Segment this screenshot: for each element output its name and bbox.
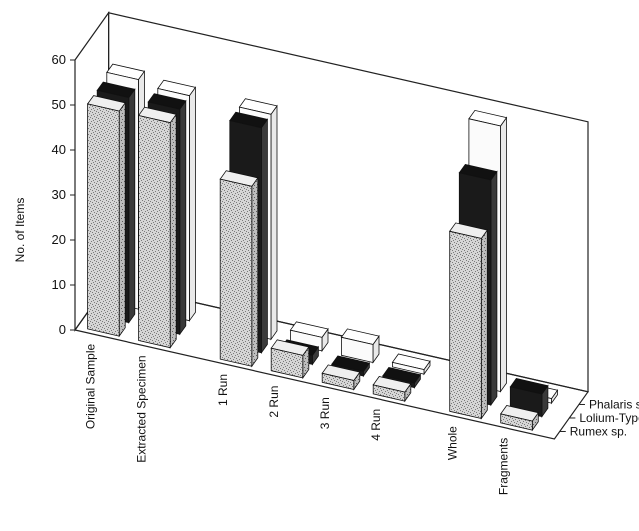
category-label: 4 Run: [369, 409, 383, 441]
bar-rumexsp-5: [372, 376, 412, 403]
bar-front: [138, 114, 171, 349]
bar-front: [340, 336, 374, 364]
bar-front: [500, 413, 533, 431]
bar-phalarissp-4: [340, 328, 380, 364]
bar-side: [480, 228, 488, 420]
bar-phalarissp-5: [391, 353, 431, 376]
bar-front: [219, 178, 253, 367]
bar-loliumtype-7: [509, 378, 549, 418]
y-tick-label: 40: [52, 142, 66, 157]
bar-side: [270, 104, 278, 341]
bar-rumexsp-4: [321, 364, 361, 391]
bar-side: [169, 113, 177, 349]
bar-side: [490, 170, 498, 407]
category-label: 2 Run: [267, 386, 281, 418]
bar-front: [449, 230, 482, 420]
bar-front: [87, 103, 120, 337]
category-label: Original Sample: [84, 343, 98, 429]
bar-rumexsp-0: [86, 95, 126, 338]
bar-side: [260, 118, 268, 355]
y-axis-title: No. of Items: [13, 198, 27, 263]
category-label: 1 Run: [216, 374, 230, 406]
series-label: Lolium-Type: [579, 411, 639, 425]
series-label: Rumex sp.: [570, 424, 627, 438]
bar-rumexsp-3: [270, 339, 310, 380]
y-tick-label: 20: [52, 232, 66, 247]
category-label: 3 Run: [318, 397, 332, 429]
category-label: Fragments: [497, 438, 511, 495]
category-label: Whole: [446, 426, 460, 460]
y-tick-label: 0: [59, 322, 66, 337]
y-tick-label: 50: [52, 97, 66, 112]
bar-front: [372, 384, 406, 402]
bar-rumexsp-2: [219, 170, 259, 368]
bar-side: [118, 101, 126, 338]
y-tick-label: 30: [52, 187, 66, 202]
series-label: Phalaris sp.: [589, 397, 639, 411]
bar-front: [391, 361, 425, 375]
bar-rumexsp-1: [137, 106, 177, 349]
bar-rumexsp-7: [500, 405, 539, 432]
bar-side: [251, 176, 259, 368]
bar-side: [179, 99, 187, 336]
category-label: Extracted Specimen: [135, 355, 149, 462]
bar-rumexsp-6: [449, 222, 488, 420]
bar-side: [500, 116, 507, 393]
bar-side: [188, 86, 196, 322]
bar-front: [321, 372, 355, 391]
y-tick-label: 60: [52, 52, 66, 67]
y-tick-label: 10: [52, 277, 66, 292]
bar-side: [128, 88, 136, 324]
bar-front: [270, 347, 304, 379]
